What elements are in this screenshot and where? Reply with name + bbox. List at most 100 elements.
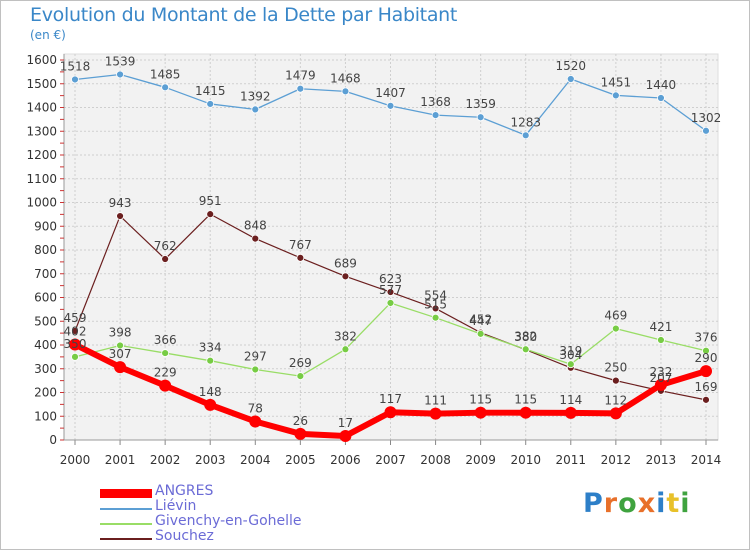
data-point	[386, 299, 395, 307]
data-label: 762	[154, 239, 177, 253]
data-point	[521, 345, 530, 354]
legend-swatch-angres	[100, 489, 152, 498]
y-tick-label: 900	[34, 219, 57, 233]
data-label: 334	[199, 341, 222, 355]
legend-label-souchez: Souchez	[155, 528, 214, 544]
data-label: 1283	[510, 115, 541, 129]
data-label: 1440	[646, 78, 677, 92]
data-point	[294, 427, 307, 440]
data-point	[519, 406, 532, 419]
data-point	[339, 429, 352, 442]
data-point	[431, 111, 440, 119]
data-point	[476, 329, 485, 338]
data-point	[521, 131, 530, 140]
legend-swatch-lievin	[100, 508, 152, 510]
y-tick-label: 0	[49, 433, 57, 447]
data-point	[700, 365, 712, 378]
data-label: 112	[604, 393, 627, 407]
data-point	[251, 234, 260, 243]
data-point	[71, 75, 79, 84]
x-tick-label: 2011	[556, 453, 587, 467]
x-tick-label: 2012	[601, 453, 632, 467]
data-label: 297	[244, 349, 267, 363]
data-label: 1539	[105, 54, 136, 68]
x-tick-label: 2005	[285, 453, 316, 467]
data-point	[702, 126, 710, 135]
y-tick-label: 1200	[26, 148, 57, 162]
x-tick-label: 2006	[330, 453, 361, 467]
data-label: 623	[379, 272, 402, 286]
data-point	[564, 406, 577, 419]
data-point	[611, 91, 620, 100]
data-point	[566, 75, 575, 83]
proxiti-logo: Proxiti	[583, 488, 691, 519]
data-point	[116, 212, 124, 220]
data-label: 1485	[150, 67, 181, 81]
data-label: 1368	[420, 95, 451, 109]
data-label: 307	[109, 347, 132, 361]
data-point	[431, 313, 440, 322]
data-label: 382	[514, 329, 537, 343]
data-label: 1479	[285, 69, 316, 83]
data-label: 250	[604, 361, 627, 375]
data-label: 577	[379, 283, 402, 297]
y-tick-label: 1000	[26, 196, 57, 210]
data-label: 515	[424, 298, 447, 312]
data-label: 382	[334, 329, 357, 343]
data-point	[702, 346, 710, 355]
chart-title: Evolution du Montant de la Dette par Hab…	[30, 4, 458, 26]
data-label: 115	[514, 393, 537, 407]
data-label: 1407	[375, 86, 406, 100]
legend-label-lievin: Liévin	[155, 498, 197, 514]
y-tick-label: 1100	[26, 172, 57, 186]
data-point	[654, 378, 667, 391]
data-label: 447	[469, 314, 492, 328]
y-tick-label: 700	[34, 267, 57, 281]
data-point	[249, 415, 262, 428]
y-tick-label: 400	[34, 338, 57, 352]
data-label: 380	[514, 330, 537, 344]
y-tick-label: 200	[34, 386, 57, 400]
data-point	[71, 327, 79, 335]
data-label: 78	[248, 401, 263, 415]
legend-label-angres: ANGRES	[155, 483, 214, 499]
data-label: 376	[695, 331, 718, 345]
data-label: 319	[559, 344, 582, 358]
data-label: 1415	[195, 84, 226, 98]
data-point	[116, 70, 124, 79]
data-label: 304	[559, 348, 582, 362]
data-label: 115	[469, 393, 492, 407]
y-tick-label: 1300	[26, 124, 57, 138]
data-point	[341, 272, 350, 281]
data-label: 951	[199, 194, 222, 208]
data-label: 1392	[240, 89, 271, 103]
data-point	[657, 94, 665, 102]
data-point	[161, 83, 170, 92]
data-label: 1359	[465, 97, 496, 111]
x-tick-label: 2001	[105, 453, 136, 467]
y-tick-label: 600	[34, 291, 57, 305]
logo-letter: P	[583, 488, 604, 519]
data-point	[341, 87, 350, 96]
chart-subtitle: (en €)	[30, 28, 66, 42]
data-label: 469	[604, 309, 627, 323]
data-point	[296, 372, 305, 381]
data-point	[159, 379, 172, 392]
x-tick-label: 2000	[60, 453, 91, 467]
data-label: 232	[649, 365, 672, 379]
data-label: 169	[695, 380, 718, 394]
data-point	[384, 406, 397, 419]
data-point	[611, 324, 620, 333]
data-label: 207	[649, 371, 672, 385]
logo-letter: r	[603, 488, 619, 519]
data-point	[611, 376, 620, 385]
data-point	[161, 255, 170, 263]
data-point	[69, 338, 81, 351]
x-tick-label: 2002	[150, 453, 181, 467]
data-point	[71, 352, 79, 361]
legend-swatch-givenchy	[100, 523, 152, 525]
data-point	[341, 345, 350, 354]
data-point	[251, 105, 260, 114]
x-tick-label: 2010	[510, 453, 541, 467]
